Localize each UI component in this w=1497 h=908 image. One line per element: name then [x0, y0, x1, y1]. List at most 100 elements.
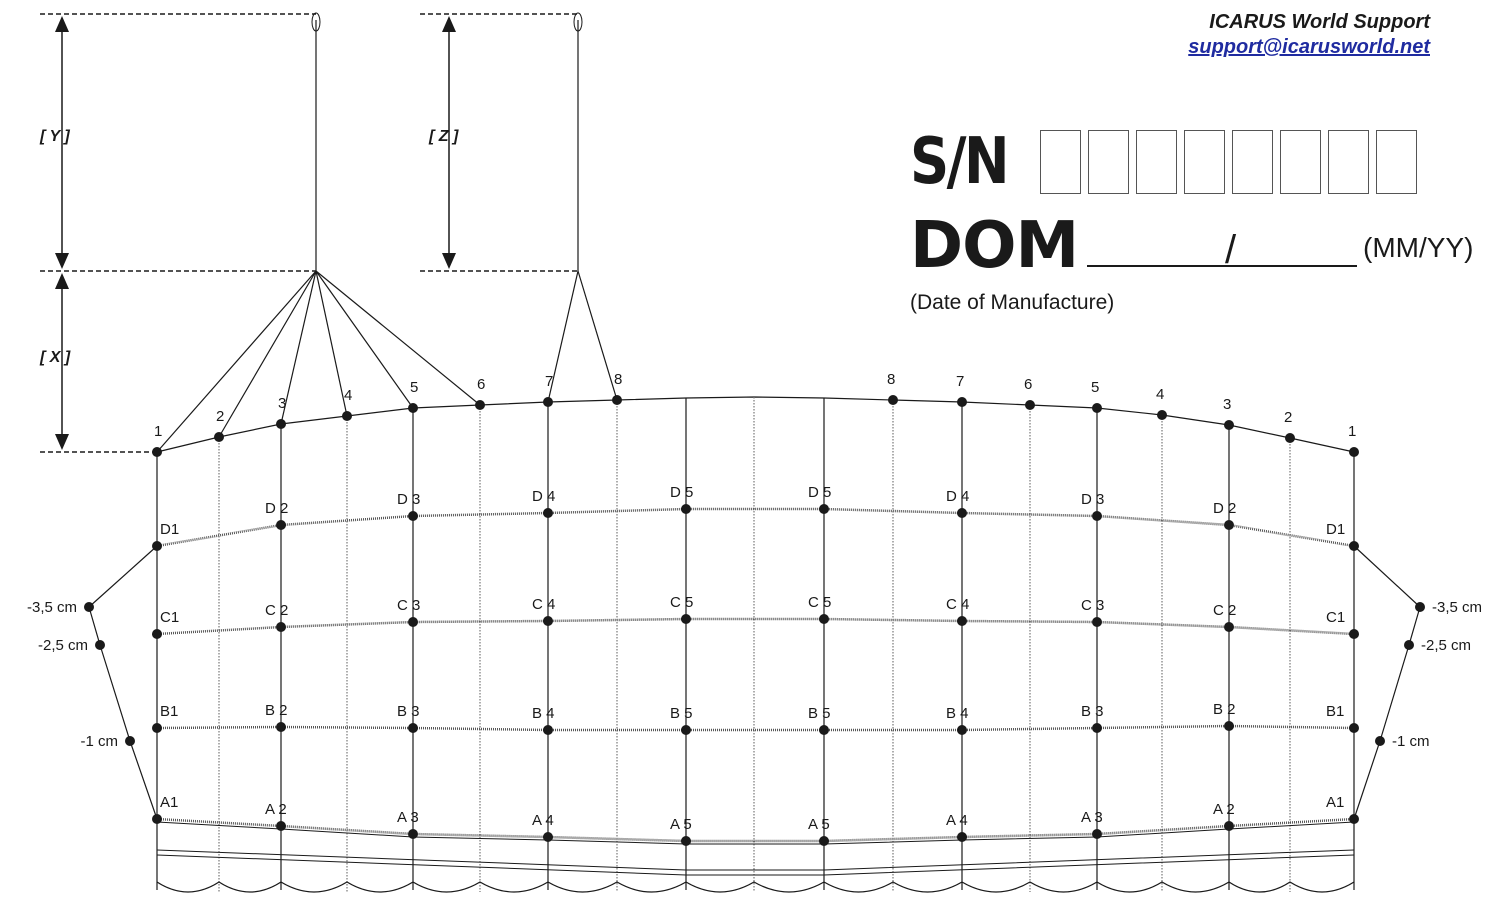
label-B-3: B 3: [397, 703, 420, 720]
point-A-3: [408, 829, 418, 839]
point-D-9: [1224, 520, 1234, 530]
support-email-link[interactable]: support@icarusworld.net: [1188, 36, 1430, 58]
left-wingtip-outline: [88, 545, 158, 820]
point-B-9: [1224, 721, 1234, 731]
leading-edge-line: [156, 396, 1355, 453]
trailing-band-1: [156, 821, 1355, 845]
label-B-8: B 3: [1081, 703, 1104, 720]
label-D-3: D 3: [397, 491, 420, 508]
point-C-9: [1224, 622, 1234, 632]
label-A-4: A 4: [532, 812, 554, 829]
label-D-1: D1: [160, 521, 179, 538]
label-D-10: D1: [1326, 521, 1345, 538]
label-C-10: C1: [1326, 609, 1345, 626]
point-C-1: [152, 629, 162, 639]
label-B-1: B1: [160, 703, 178, 720]
label-A-10: A1: [1326, 794, 1344, 811]
bridle-left-2: [218, 270, 317, 438]
top-point-left-6: [475, 400, 485, 410]
label-C-5: C 5: [670, 594, 693, 611]
dom-label: DOM: [910, 209, 1079, 283]
row-line-A: [156, 817, 1355, 843]
top-number-right-7: 2: [1284, 409, 1292, 426]
top-number-right-8: 1: [1348, 423, 1356, 440]
point-C-2: [276, 622, 286, 632]
label-D-8: D 3: [1081, 491, 1104, 508]
side-point-right-1: [1415, 602, 1425, 612]
point-B-2: [276, 722, 286, 732]
top-number-left-3: 3: [278, 395, 286, 412]
top-point-left-8: [612, 395, 622, 405]
label-D-7: D 4: [946, 488, 969, 505]
pulley-left-icon: [311, 12, 321, 32]
top-point-right-3: [1025, 400, 1035, 410]
label-D-5: D 5: [670, 484, 693, 501]
label-B-5: B 5: [670, 705, 693, 722]
top-number-right-1: 8: [887, 371, 895, 388]
bridle-left-1: [156, 270, 317, 453]
top-point-left-2: [214, 432, 224, 442]
top-number-right-5: 4: [1156, 386, 1164, 403]
top-number-left-6: 6: [477, 376, 485, 393]
label-C-4: C 4: [532, 596, 555, 613]
serial-digit-box-6[interactable]: [1280, 130, 1321, 194]
label-C-9: C 2: [1213, 602, 1236, 619]
serial-digit-box-5[interactable]: [1232, 130, 1273, 194]
serial-digit-box-2[interactable]: [1088, 130, 1129, 194]
point-B-8: [1092, 723, 1102, 733]
point-B-7: [957, 725, 967, 735]
top-point-right-2: [957, 397, 967, 407]
point-A-4: [543, 832, 553, 842]
point-B-10: [1349, 723, 1359, 733]
dimension-y-arrow-head-top: [55, 16, 69, 32]
label-D-9: D 2: [1213, 500, 1236, 517]
serial-digit-box-4[interactable]: [1184, 130, 1225, 194]
label-A-3: A 3: [397, 809, 419, 826]
support-name: ICARUS World Support: [1209, 11, 1430, 33]
label-D-4: D 4: [532, 488, 555, 505]
label-A-5: A 5: [670, 816, 692, 833]
point-A-5: [681, 836, 691, 846]
label-C-2: C 2: [265, 602, 288, 619]
top-number-right-6: 3: [1223, 396, 1231, 413]
point-C-3: [408, 617, 418, 627]
serial-digit-box-8[interactable]: [1376, 130, 1417, 194]
dom-format: (MM/YY): [1363, 232, 1474, 263]
point-D-1: [152, 541, 162, 551]
top-point-left-3: [276, 419, 286, 429]
trailing-band-2: [156, 849, 1355, 871]
bridle-left-4: [315, 270, 348, 417]
trailing-edge-scallops: [156, 881, 1355, 893]
top-point-right-7: [1285, 433, 1295, 443]
dom-description: (Date of Manufacture): [910, 291, 1115, 314]
point-C-8: [1092, 617, 1102, 627]
dimension-z-label: [ Z ]: [428, 128, 459, 145]
point-B-1: [152, 723, 162, 733]
diagram-lines: [40, 12, 1421, 893]
top-point-right-4: [1092, 403, 1102, 413]
top-point-right-8: [1349, 447, 1359, 457]
top-point-right-5: [1157, 410, 1167, 420]
dimension-z-arrow-head-top: [442, 16, 456, 32]
point-A-6: [819, 836, 829, 846]
top-point-left-5: [408, 403, 418, 413]
side-point-left-3: [125, 736, 135, 746]
top-point-left-4: [342, 411, 352, 421]
bridle-left-5: [315, 270, 414, 409]
point-D-2: [276, 520, 286, 530]
serial-digit-box-7[interactable]: [1328, 130, 1369, 194]
row-line-B: [156, 724, 1355, 732]
point-C-5: [681, 614, 691, 624]
side-marker-right-3: -1 cm: [1392, 733, 1430, 750]
label-A-1: A1: [160, 794, 178, 811]
point-D-4: [543, 508, 553, 518]
label-A-6: A 5: [808, 816, 830, 833]
serial-digit-box-3[interactable]: [1136, 130, 1177, 194]
top-point-left-7: [543, 397, 553, 407]
serial-digit-box-1[interactable]: [1040, 130, 1081, 194]
side-marker-right-2: -2,5 cm: [1421, 637, 1471, 654]
label-C-7: C 4: [946, 596, 969, 613]
point-A-1: [152, 814, 162, 824]
top-number-left-2: 2: [216, 408, 224, 425]
